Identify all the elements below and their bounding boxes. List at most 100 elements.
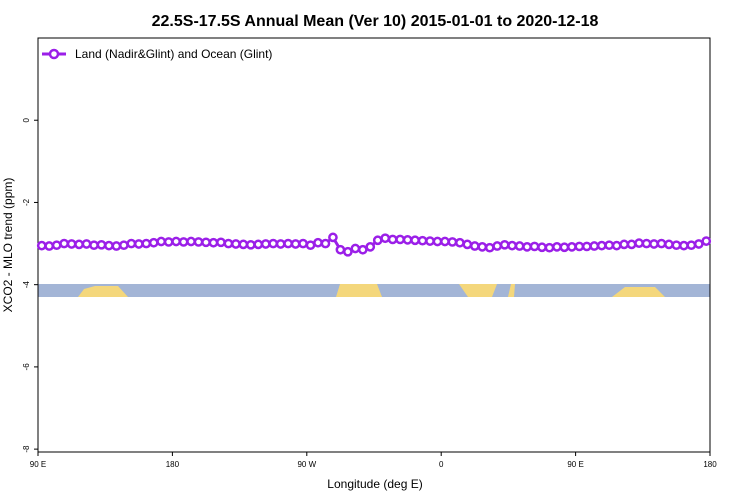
data-point [671, 240, 682, 251]
data-point [126, 238, 137, 249]
x-tick-label: 90 E [30, 460, 46, 469]
x-tick-label: 180 [166, 460, 180, 469]
data-point [634, 238, 644, 248]
data-point [596, 240, 607, 251]
data-point [522, 242, 532, 252]
data-point [656, 238, 667, 249]
data-point [484, 242, 495, 253]
legend-label: Land (Nadir&Glint) and Ocean (Glint) [75, 47, 272, 61]
data-point [208, 237, 219, 248]
data-point [178, 237, 189, 247]
y-tick-label: -2 [22, 198, 31, 206]
data-point [581, 241, 592, 252]
data-point [320, 238, 331, 249]
data-point [529, 241, 540, 252]
data-point [36, 240, 47, 251]
data-point [231, 239, 241, 249]
chart-title: 22.5S-17.5S Annual Mean (Ver 10) 2015-01… [152, 13, 599, 30]
data-point [335, 244, 346, 255]
data-point [492, 241, 503, 251]
data-point [253, 239, 264, 250]
data-point [275, 239, 286, 249]
data-point [544, 242, 555, 253]
data-point [507, 240, 517, 251]
data-point [641, 238, 652, 249]
data-point [477, 242, 488, 252]
data-point [387, 234, 398, 245]
data-point [171, 236, 181, 247]
data-point [283, 238, 293, 249]
data-point [89, 240, 99, 251]
data-point [66, 239, 77, 249]
data-point [425, 236, 435, 246]
data-point [626, 239, 637, 250]
data-point [260, 239, 271, 249]
data-point [357, 244, 368, 255]
data-point [559, 242, 570, 253]
data-point [402, 235, 413, 245]
data-point [619, 239, 629, 250]
data-point [223, 238, 234, 249]
data-point [514, 241, 525, 251]
data-point [552, 242, 562, 252]
data-point [589, 241, 600, 251]
data-point [119, 240, 129, 251]
data-point [313, 237, 323, 248]
data-point [395, 234, 405, 245]
data-point [268, 238, 279, 249]
data-point [59, 238, 69, 249]
data-point [567, 242, 577, 252]
data-point [701, 236, 712, 246]
data-point [193, 237, 204, 247]
data-point [343, 246, 353, 257]
data-point [574, 241, 585, 252]
legend-marker [48, 48, 60, 60]
data-point [455, 237, 465, 248]
y-tick-label: -4 [22, 281, 31, 289]
y-tick-label: -6 [22, 363, 31, 371]
data-point [74, 239, 84, 250]
data-point [365, 242, 376, 252]
data-point [104, 240, 114, 251]
data-point [44, 241, 55, 251]
data-point [141, 238, 152, 249]
data-point [245, 239, 256, 250]
data-point [432, 236, 443, 247]
data-point [537, 242, 547, 253]
data-point [305, 240, 316, 251]
data-point [649, 239, 659, 249]
data-point [380, 233, 391, 244]
data-point [201, 237, 211, 248]
y-tick-label: -8 [22, 445, 31, 453]
x-tick-label: 180 [703, 460, 717, 469]
x-tick-label: 90 E [567, 460, 583, 469]
data-point [462, 239, 473, 250]
data-point [238, 239, 249, 250]
data-point [216, 237, 226, 248]
data-point [290, 239, 301, 249]
data-point [96, 239, 107, 250]
data-point [186, 236, 196, 247]
data-point [148, 237, 159, 248]
data-point [51, 240, 62, 251]
y-tick-label: 0 [22, 117, 31, 122]
x-axis-label: Longitude (deg E) [327, 477, 422, 491]
data-point [447, 237, 458, 247]
data-point [111, 241, 122, 251]
data-point [469, 241, 480, 251]
data-point [611, 240, 622, 251]
y-axis-label: XCO2 - MLO trend (ppm) [1, 178, 15, 313]
surface-strip [38, 284, 710, 297]
data-point [133, 239, 144, 249]
data-point [328, 232, 338, 243]
x-tick-label: 90 W [297, 460, 316, 469]
legend: Land (Nadir&Glint) and Ocean (Glint) [42, 47, 272, 61]
data-point [679, 240, 689, 251]
data-point [163, 237, 174, 247]
data-point [417, 235, 428, 246]
data-point [350, 243, 361, 254]
data-point [440, 236, 450, 247]
data-point [604, 240, 615, 251]
data-point [686, 240, 697, 251]
